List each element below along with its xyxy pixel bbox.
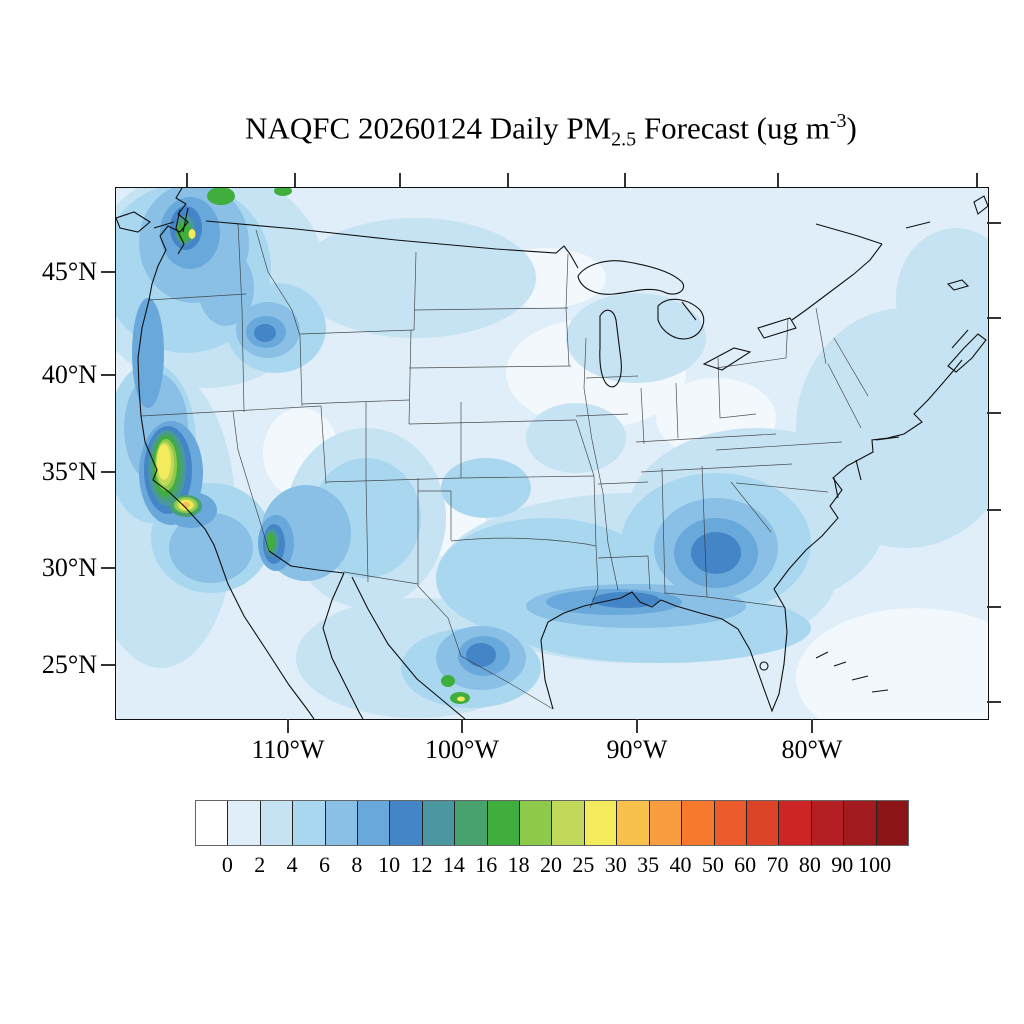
colorbar-tick-label: 35	[637, 852, 660, 877]
lon-tick-label: 80°W	[781, 734, 843, 764]
colorbar-cell	[422, 801, 456, 845]
colorbar-cell	[746, 801, 780, 845]
colorbar	[195, 800, 909, 846]
colorbar-cell	[682, 801, 715, 845]
right-tick	[987, 701, 1001, 703]
colorbar-cell	[455, 801, 488, 845]
right-tick	[987, 509, 1001, 511]
map-plot-area	[115, 187, 989, 720]
right-tick	[987, 317, 1001, 319]
lon-tick	[461, 718, 463, 733]
lat-tick	[101, 567, 115, 569]
colorbar-cell	[325, 801, 359, 845]
coastline-paths	[116, 188, 988, 719]
colorbar-tick-label: 70	[766, 852, 789, 877]
colorbar-tick-label: 30	[604, 852, 627, 877]
lon-tick-label: 110°W	[251, 734, 325, 764]
lon-tick	[287, 718, 289, 733]
colorbar-tick-label: 50	[701, 852, 724, 877]
colorbar-tick-label: 14	[442, 852, 465, 877]
top-tick	[294, 173, 296, 187]
colorbar-tick-label: 6	[318, 852, 330, 877]
title-prefix: NAQFC 20260124 Daily PM	[245, 110, 612, 146]
title-subscript: 2.5	[611, 128, 637, 151]
chart-title: NAQFC 20260124 Daily PM2.5 Forecast (ug …	[115, 110, 987, 152]
colorbar-tick-label: 20	[540, 852, 562, 877]
top-tick	[399, 173, 401, 187]
lat-tick-label: 45°N	[41, 257, 97, 286]
colorbar-cell	[584, 801, 618, 845]
right-tick	[987, 606, 1001, 608]
right-tick	[987, 222, 1001, 224]
colorbar-cell	[487, 801, 521, 845]
title-mid: Forecast (ug m	[636, 110, 830, 146]
colorbar-tick-label: 18	[507, 852, 530, 877]
lat-tick-label: 25°N	[41, 650, 97, 679]
lon-tick	[636, 718, 638, 733]
colorbar-tick-label: 80	[798, 852, 821, 877]
california-hotspot	[157, 229, 465, 702]
top-tick	[624, 173, 626, 187]
top-tick	[777, 173, 779, 187]
colorbar-cell	[844, 801, 877, 845]
colorbar-cell	[520, 801, 553, 845]
lon-tick	[811, 718, 813, 733]
colorbar-tick-label: 60	[734, 852, 757, 877]
colorbar-tick-label: 0	[221, 852, 233, 877]
colorbar-cell	[552, 801, 585, 845]
colorbar-cell	[260, 801, 294, 845]
colorbar-cell	[617, 801, 650, 845]
colorbar-tick-label: 8	[351, 852, 363, 877]
lat-tick	[101, 664, 115, 666]
colorbar-tick-label: 16	[475, 852, 498, 877]
lon-tick-label: 100°W	[425, 734, 499, 764]
colorbar-tick-label: 12	[410, 852, 433, 877]
top-tick	[507, 173, 509, 187]
colorbar-tick-label: 40	[669, 852, 692, 877]
colorbar-cell	[196, 801, 229, 845]
state-borders	[140, 222, 869, 710]
lon-tick-label: 90°W	[606, 734, 668, 764]
colorbar-cell	[228, 801, 261, 845]
colorbar-cell	[714, 801, 747, 845]
colorbar-tick-label: 100	[858, 852, 892, 877]
right-tick	[987, 412, 1001, 414]
lat-tick-label: 35°N	[41, 457, 97, 486]
lat-tick	[101, 471, 115, 473]
map-canvas	[116, 188, 988, 719]
colorbar-cell	[779, 801, 812, 845]
colorbar-tick-label: 25	[572, 852, 595, 877]
colorbar-cell	[876, 801, 908, 845]
colorbar-cell	[390, 801, 423, 845]
title-suffix: )	[846, 110, 857, 146]
top-tick	[976, 173, 978, 187]
lat-tick	[101, 374, 115, 376]
colorbar-cell	[293, 801, 326, 845]
colorbar-tick-label: 10	[378, 852, 401, 877]
lat-tick-label: 30°N	[41, 553, 97, 582]
colorbar-tick-label: 90	[831, 852, 854, 877]
lat-tick-label: 40°N	[41, 360, 97, 389]
top-tick	[186, 173, 188, 187]
colorbar-cell	[811, 801, 845, 845]
colorbar-tick-label: 2	[254, 852, 266, 877]
colorbar-cell	[358, 801, 391, 845]
colorbar-tick-label: 4	[286, 852, 298, 877]
colorbar-cell	[649, 801, 683, 845]
lat-tick	[101, 271, 115, 273]
title-superscript: -3	[829, 110, 847, 132]
